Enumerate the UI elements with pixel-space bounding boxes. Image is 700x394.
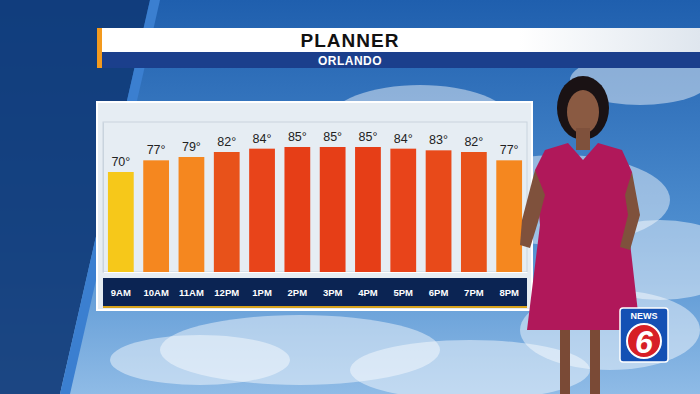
x-tick-label: 4PM	[358, 287, 378, 298]
title: PLANNER	[301, 30, 400, 51]
logo: NEWS 6	[620, 308, 668, 362]
bar	[320, 147, 346, 272]
header-accent	[97, 28, 102, 68]
x-tick: 9AM	[111, 272, 131, 298]
x-tick: 2PM	[288, 272, 308, 298]
data-label: 85°	[359, 130, 378, 144]
data-label: 70°	[111, 155, 130, 169]
bar	[461, 152, 487, 272]
x-tick: 3PM	[323, 272, 343, 298]
data-label: 82°	[464, 135, 483, 149]
header-bar	[97, 28, 700, 52]
x-tick: 4PM	[358, 272, 378, 298]
data-label: 85°	[323, 130, 342, 144]
x-tick: 7PM	[464, 272, 484, 298]
bar	[143, 160, 169, 272]
x-tick: 5PM	[393, 272, 413, 298]
bar	[426, 150, 452, 272]
weather-graphic: PLANNER ORLANDO 70° 77° 79° 82° 84° 85° 85° 85° 84…	[0, 0, 700, 394]
x-tick-label: 5PM	[393, 287, 413, 298]
x-tick-label: 2PM	[288, 287, 308, 298]
x-axis: 9AM 10AM 11AM 12PM 1PM 2PM 3PM 4PM 5PM 6PM 7PM 8PM	[104, 272, 528, 298]
logo-box	[620, 308, 668, 362]
face	[567, 90, 599, 134]
data-label: 77°	[500, 143, 519, 157]
data-label: 79°	[182, 140, 201, 154]
leg	[560, 320, 570, 394]
y-axis-line	[103, 123, 104, 273]
logo-text: NEWS	[631, 311, 658, 321]
data-labels: 70° 77° 79° 82° 84° 85° 85° 85° 84° 83° 82° 77°	[111, 130, 518, 169]
data-label: 77°	[147, 143, 166, 157]
bar	[496, 160, 522, 272]
label-band	[103, 278, 527, 306]
x-tick: 11AM	[179, 272, 204, 298]
bar	[179, 157, 205, 272]
x-tick: 12PM	[214, 272, 239, 298]
x-tick: 1PM	[252, 272, 272, 298]
x-tick-label: 9AM	[111, 287, 131, 298]
x-tick-label: 12PM	[214, 287, 239, 298]
bar	[108, 172, 134, 272]
neck	[576, 128, 590, 150]
data-label: 83°	[429, 133, 448, 147]
bar	[390, 149, 416, 272]
chart-panel	[97, 102, 532, 310]
label-band-line	[103, 306, 527, 308]
data-label: 82°	[217, 135, 236, 149]
arm	[620, 172, 640, 250]
cloud	[110, 335, 290, 385]
x-tick-label: 11AM	[179, 287, 204, 298]
bar	[214, 152, 240, 272]
x-tick-label: 1PM	[252, 287, 272, 298]
leg	[590, 320, 600, 394]
x-tick: 10AM	[143, 272, 168, 298]
x-tick-label: 7PM	[464, 287, 484, 298]
bars	[108, 147, 522, 272]
subheader-bar	[97, 52, 700, 68]
bar	[249, 149, 275, 272]
subtitle: ORLANDO	[318, 54, 382, 68]
y-axis	[103, 123, 104, 273]
dress	[527, 143, 640, 330]
bar	[284, 147, 310, 272]
arm	[520, 170, 545, 248]
x-axis-line	[104, 272, 528, 273]
data-label: 84°	[253, 132, 272, 146]
sky-background	[0, 0, 700, 394]
x-tick: 6PM	[429, 272, 449, 298]
data-label: 85°	[288, 130, 307, 144]
x-tick-label: 8PM	[499, 287, 519, 298]
x-tick-label: 6PM	[429, 287, 449, 298]
x-tick-label: 3PM	[323, 287, 343, 298]
data-label: 84°	[394, 132, 413, 146]
x-tick-label: 10AM	[143, 287, 168, 298]
bar	[355, 147, 381, 272]
plot-frame	[103, 122, 527, 272]
x-tick: 8PM	[499, 272, 519, 298]
logo-channel: 6	[635, 324, 653, 360]
